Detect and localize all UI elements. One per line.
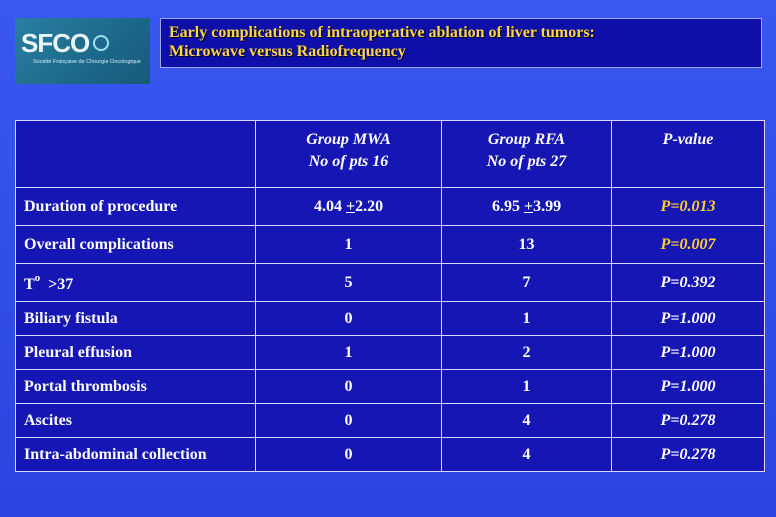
header-empty-cell	[15, 120, 256, 188]
complications-table: Group MWA No of pts 16 Group RFA No of p…	[15, 120, 765, 472]
sfco-logo: SFCO Société Française de Chirurgie Onco…	[15, 18, 150, 84]
mwa-value: 0	[255, 369, 442, 404]
mwa-value: 0	[255, 403, 442, 438]
rfa-value: 1	[441, 301, 612, 336]
rfa-value: 13	[441, 225, 612, 264]
header-group-mwa: Group MWA No of pts 16	[255, 120, 442, 188]
rfa-value: 6.95 +3.99	[441, 187, 612, 226]
p-value: P=1.000	[611, 301, 765, 336]
row-label: Intra-abdominal collection	[15, 437, 256, 472]
header-mwa-pts: No of pts 16	[308, 153, 389, 170]
rfa-value: 2	[441, 335, 612, 370]
table-row: To >37 5 7 P=0.392	[15, 263, 765, 302]
degree-symbol: o	[34, 271, 41, 284]
p-value: P=1.000	[611, 335, 765, 370]
table-row: Ascites 0 4 P=0.278	[15, 403, 765, 438]
p-value: P=0.278	[611, 437, 765, 472]
p-value: P=0.007	[611, 225, 765, 264]
row-label: Duration of procedure	[15, 187, 256, 226]
header-rfa-pts: No of pts 27	[486, 153, 567, 170]
slide-title: Early complications of intraoperative ab…	[160, 18, 762, 68]
mwa-value: 1	[255, 225, 442, 264]
table-row: Pleural effusion 1 2 P=1.000	[15, 335, 765, 370]
header-mwa-label: Group MWA	[306, 131, 391, 148]
logo-ring-icon	[93, 35, 109, 51]
table-row: Biliary fistula 0 1 P=1.000	[15, 301, 765, 336]
logo-tagline: Société Française de Chirurgie Oncologiq…	[33, 59, 141, 65]
title-line-1: Early complications of intraoperative ab…	[169, 24, 595, 41]
row-label: Biliary fistula	[15, 301, 256, 336]
p-value: P=0.013	[611, 187, 765, 226]
logo-brand-text: SFCO	[21, 28, 90, 58]
header-row: Group MWA No of pts 16 Group RFA No of p…	[15, 120, 765, 188]
p-value: P=1.000	[611, 369, 765, 404]
p-value: P=0.392	[611, 263, 765, 302]
p-value: P=0.278	[611, 403, 765, 438]
row-label: To >37	[15, 263, 256, 302]
row-label: Overall complications	[15, 225, 256, 264]
rfa-value: 1	[441, 369, 612, 404]
mwa-value: 0	[255, 437, 442, 472]
rfa-value: 7	[441, 263, 612, 302]
row-label: Portal thrombosis	[15, 369, 256, 404]
mwa-value: 5	[255, 263, 442, 302]
mwa-value: 0	[255, 301, 442, 336]
table-row: Intra-abdominal collection 0 4 P=0.278	[15, 437, 765, 472]
row-label: Ascites	[15, 403, 256, 438]
table-row: Duration of procedure 4.04 +2.20 6.95 +3…	[15, 187, 765, 226]
table-row: Portal thrombosis 0 1 P=1.000	[15, 369, 765, 404]
header-group-rfa: Group RFA No of pts 27	[441, 120, 612, 188]
rfa-value: 4	[441, 403, 612, 438]
header-pvalue: P-value	[611, 120, 765, 188]
mwa-value: 4.04 +2.20	[255, 187, 442, 226]
header-rfa-label: Group RFA	[487, 131, 566, 148]
rfa-value: 4	[441, 437, 612, 472]
row-label: Pleural effusion	[15, 335, 256, 370]
title-line-2: Microwave versus Radiofrequency	[169, 43, 406, 60]
table-row: Overall complications 1 13 P=0.007	[15, 225, 765, 264]
mwa-value: 1	[255, 335, 442, 370]
